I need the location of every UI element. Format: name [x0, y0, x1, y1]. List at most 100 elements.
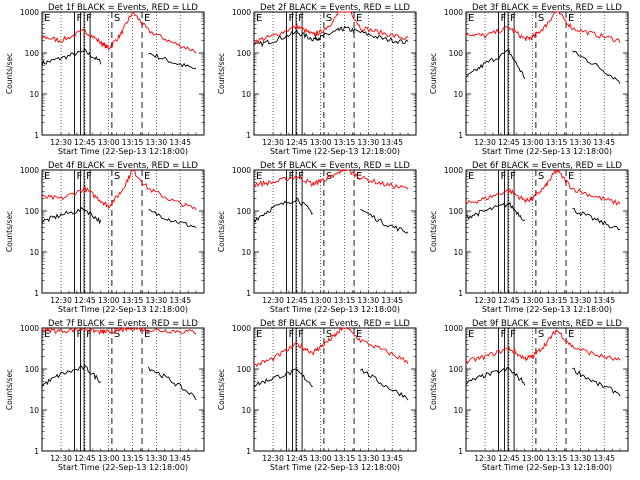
region-marker-label: F — [298, 13, 304, 24]
region-marker-label: E — [144, 13, 150, 24]
y-tick-label: 10 — [453, 406, 463, 415]
x-tick-label: 13:00 — [522, 296, 544, 305]
y-axis-label: Counts/sec — [217, 369, 226, 410]
x-tick-label: 13:30 — [146, 138, 168, 147]
x-tick-label: 13:45 — [593, 138, 615, 147]
y-tick-label: 1 — [458, 131, 463, 140]
y-tick-label: 1000 — [444, 166, 463, 175]
y-tick-label: 100 — [237, 207, 252, 216]
region-marker-label: E — [256, 171, 262, 182]
y-tick-label: 1 — [458, 289, 463, 298]
lld-series-line — [465, 329, 621, 365]
x-axis-label: Start Time (22-Sep-13 12:18:00) — [270, 147, 400, 156]
y-tick-label: 10 — [453, 90, 463, 99]
region-marker-label: E — [356, 329, 362, 340]
x-tick-label: 12:30 — [262, 138, 284, 147]
x-tick-label: 13:00 — [98, 138, 120, 147]
y-tick-label: 100 — [449, 207, 464, 216]
region-marker-label: S — [114, 329, 120, 340]
region-marker-label: F — [510, 13, 516, 24]
y-tick-label: 10 — [29, 248, 39, 257]
x-tick-label: 13:15 — [334, 138, 356, 147]
events-series-line — [572, 367, 621, 397]
x-tick-label: 12:45 — [286, 296, 308, 305]
y-tick-label: 10 — [453, 248, 463, 257]
events-series-line — [147, 366, 197, 401]
panel-title: Det 4f BLACK = Events, RED = LLD — [48, 161, 198, 171]
x-tick-label: 12:30 — [474, 138, 496, 147]
x-tick-label: 13:45 — [169, 454, 191, 463]
y-axis-label: Counts/sec — [429, 53, 438, 94]
region-marker-label: E — [256, 329, 262, 340]
panel-title: Det 1f BLACK = Events, RED = LLD — [48, 3, 198, 13]
detector-panel: Det 5f BLACK = Events, RED = LLD 1 10 100 10… — [217, 161, 417, 314]
x-tick-label: 13:30 — [146, 454, 168, 463]
y-tick-label: 10 — [241, 406, 251, 415]
detector-panel: Det 3f BLACK = Events, RED = LLD 1 10 100 10… — [429, 3, 629, 156]
x-tick-label: 13:45 — [169, 138, 191, 147]
detector-panel: Det 6f BLACK = Events, RED = LLD 1 10 100 10… — [429, 161, 629, 314]
region-marker-label: F — [501, 171, 507, 182]
y-tick-label: 10 — [241, 90, 251, 99]
y-tick-label: 1000 — [20, 8, 39, 17]
lld-series-line — [465, 168, 621, 206]
x-axis-label: Start Time (22-Sep-13 12:18:00) — [58, 305, 188, 314]
x-tick-label: 12:30 — [50, 296, 72, 305]
panel-title: Det 5f BLACK = Events, RED = LLD — [260, 161, 410, 171]
x-tick-label: 13:45 — [381, 454, 403, 463]
lld-series-line — [253, 169, 409, 190]
x-tick-label: 12:30 — [262, 296, 284, 305]
x-tick-label: 12:30 — [474, 296, 496, 305]
x-tick-label: 12:45 — [286, 454, 308, 463]
region-marker-label: F — [289, 13, 295, 24]
y-tick-label: 100 — [237, 365, 252, 374]
panel-title: Det 6f BLACK = Events, RED = LLD — [472, 161, 622, 171]
region-marker-label: F — [510, 329, 516, 340]
plot-frame — [41, 327, 205, 452]
y-tick-label: 1 — [458, 447, 463, 456]
x-tick-label: 13:00 — [98, 454, 120, 463]
lld-series-line — [41, 169, 197, 211]
plot-frame — [253, 11, 417, 136]
y-tick-label: 1000 — [232, 166, 251, 175]
y-tick-label: 1000 — [444, 324, 463, 333]
y-tick-label: 100 — [25, 365, 40, 374]
events-series-line — [41, 365, 102, 388]
events-series-line — [41, 206, 102, 225]
x-tick-label: 13:00 — [522, 454, 544, 463]
plot-frame — [253, 169, 417, 294]
region-marker-label: E — [356, 13, 362, 24]
x-tick-label: 13:15 — [546, 296, 568, 305]
x-axis-label: Start Time (22-Sep-13 12:18:00) — [58, 147, 188, 156]
x-tick-label: 12:45 — [74, 138, 96, 147]
region-marker-label: E — [568, 329, 574, 340]
x-tick-label: 13:00 — [522, 138, 544, 147]
lld-series-line — [41, 326, 197, 336]
y-tick-label: 10 — [29, 90, 39, 99]
lld-series-line — [253, 11, 409, 44]
events-series-line — [148, 209, 197, 229]
y-tick-label: 1000 — [444, 8, 463, 17]
x-tick-label: 13:15 — [122, 138, 144, 147]
region-marker-label: E — [44, 13, 50, 24]
x-tick-label: 12:45 — [498, 138, 520, 147]
region-marker-label: E — [256, 13, 262, 24]
y-tick-label: 100 — [237, 49, 252, 58]
y-tick-label: 10 — [241, 248, 251, 257]
y-tick-label: 100 — [449, 365, 464, 374]
lld-series-line — [254, 326, 409, 367]
region-marker-label: F — [77, 171, 83, 182]
x-tick-label: 13:00 — [98, 296, 120, 305]
y-axis-label: Counts/sec — [217, 53, 226, 94]
x-axis-label: Start Time (22-Sep-13 12:18:00) — [482, 305, 612, 314]
region-marker-label: S — [326, 329, 332, 340]
region-marker-label: F — [298, 171, 304, 182]
x-tick-label: 13:00 — [310, 138, 332, 147]
x-tick-label: 13:30 — [570, 454, 592, 463]
x-tick-label: 12:45 — [498, 454, 520, 463]
x-axis-label: Start Time (22-Sep-13 12:18:00) — [58, 463, 188, 472]
y-tick-label: 1000 — [20, 166, 39, 175]
region-marker-label: E — [144, 171, 150, 182]
x-tick-label: 13:30 — [146, 296, 168, 305]
